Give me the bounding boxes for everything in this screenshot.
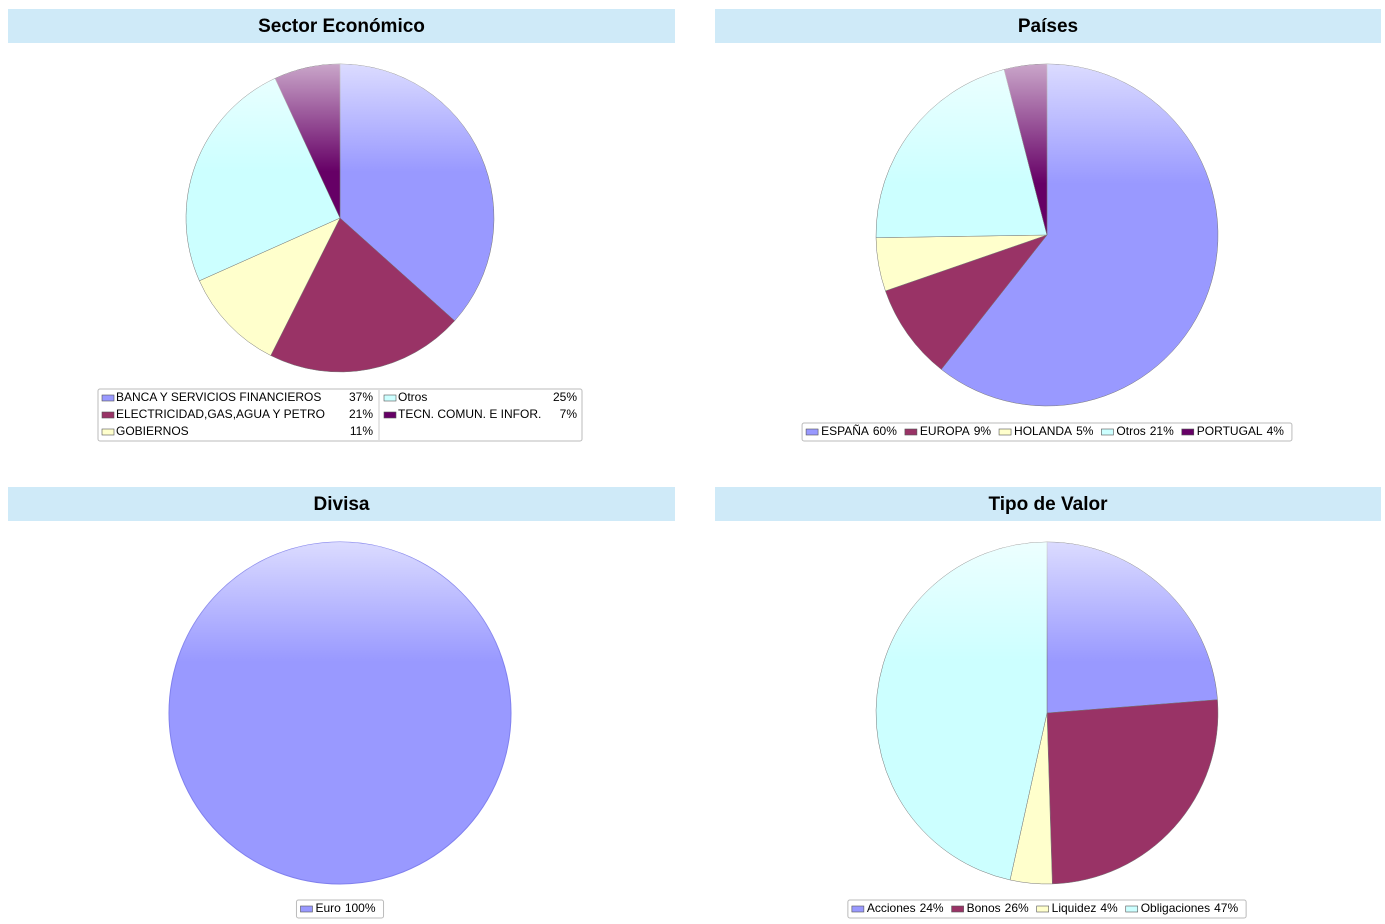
legend-swatch [998,428,1012,436]
legend-value: 60% [873,424,897,438]
legend-value: 7% [560,407,578,421]
legend-value: 4% [1100,901,1118,915]
legend-swatch [101,394,115,402]
legend-value: 4% [1267,424,1285,438]
legend-swatch [1125,905,1139,913]
legend-label: PORTUGAL [1197,424,1263,438]
legend-swatch [1181,428,1195,436]
legend-value: 24% [920,901,944,915]
legend-value: 11% [350,424,373,438]
legend-box [801,422,1293,442]
pie-slice [1046,699,1219,885]
legend-swatch [383,411,397,419]
legend-value: 37% [349,390,373,404]
legend-label: Obligaciones [1141,901,1210,915]
chart-title: Países [1018,16,1078,37]
legend-label: Otros [398,390,427,404]
legend-value: 26% [1005,901,1029,915]
legend-label: TECN. COMUN. E INFOR. [398,407,541,421]
legend-box [295,899,385,919]
legend-label: EUROPA [920,424,970,438]
chart-title: Sector Económico [258,16,425,37]
legend-swatch [805,428,819,436]
legend-value: 47% [1214,901,1238,915]
legend-swatch [300,905,313,913]
legend: Euro 100% [295,899,385,919]
chart-title: Divisa [314,494,370,515]
legend: BANCA Y SERVICIOS FINANCIEROS 37% ELECTRIC… [97,388,583,442]
legend-swatch [383,394,397,402]
pie-slice [875,541,1048,881]
title-bar [715,487,1381,521]
legend-swatch [951,905,964,913]
legend-label: BANCA Y SERVICIOS FINANCIEROS [116,390,321,404]
legend-label: Bonos [967,901,1001,915]
legend-label: Euro [315,901,341,915]
chart-title: Tipo de Valor [989,494,1109,515]
legend-value: 21% [349,407,373,421]
legend-swatch [1036,905,1049,913]
legend-value: 21% [1150,424,1174,438]
pie-slice [1046,541,1218,714]
legend-value: 25% [553,390,577,404]
legend-value: 9% [974,424,992,438]
legend-label: Liquidez [1052,901,1097,915]
legend: ESPAÑA 60% EUROPA 9% HOLANDA 5% Otros 21% PORTUG… [801,422,1293,442]
title-bar [715,9,1381,43]
legend-box [97,388,583,442]
legend-label: HOLANDA [1014,424,1072,438]
legend-value: 5% [1076,424,1094,438]
legend-label: Otros [1116,424,1145,438]
title-bar [8,487,675,521]
legend: Acciones 24% Bonos 26% Liquidez 4% Obligacione… [847,899,1247,919]
legend-swatch [1101,428,1114,436]
legend-swatch [101,428,115,436]
legend-label: ESPAÑA [821,424,869,438]
legend-label: Acciones [867,901,916,915]
title-bar [8,9,675,43]
legend-label: GOBIERNOS [116,424,189,438]
legend-swatch [101,411,115,419]
legend-label: ELECTRICIDAD,GAS,AGUA Y PETRO [116,407,325,421]
legend-swatch [851,905,865,913]
pie-slice [168,541,512,885]
legend-swatch [904,428,918,436]
legend-value: 100% [345,901,376,915]
